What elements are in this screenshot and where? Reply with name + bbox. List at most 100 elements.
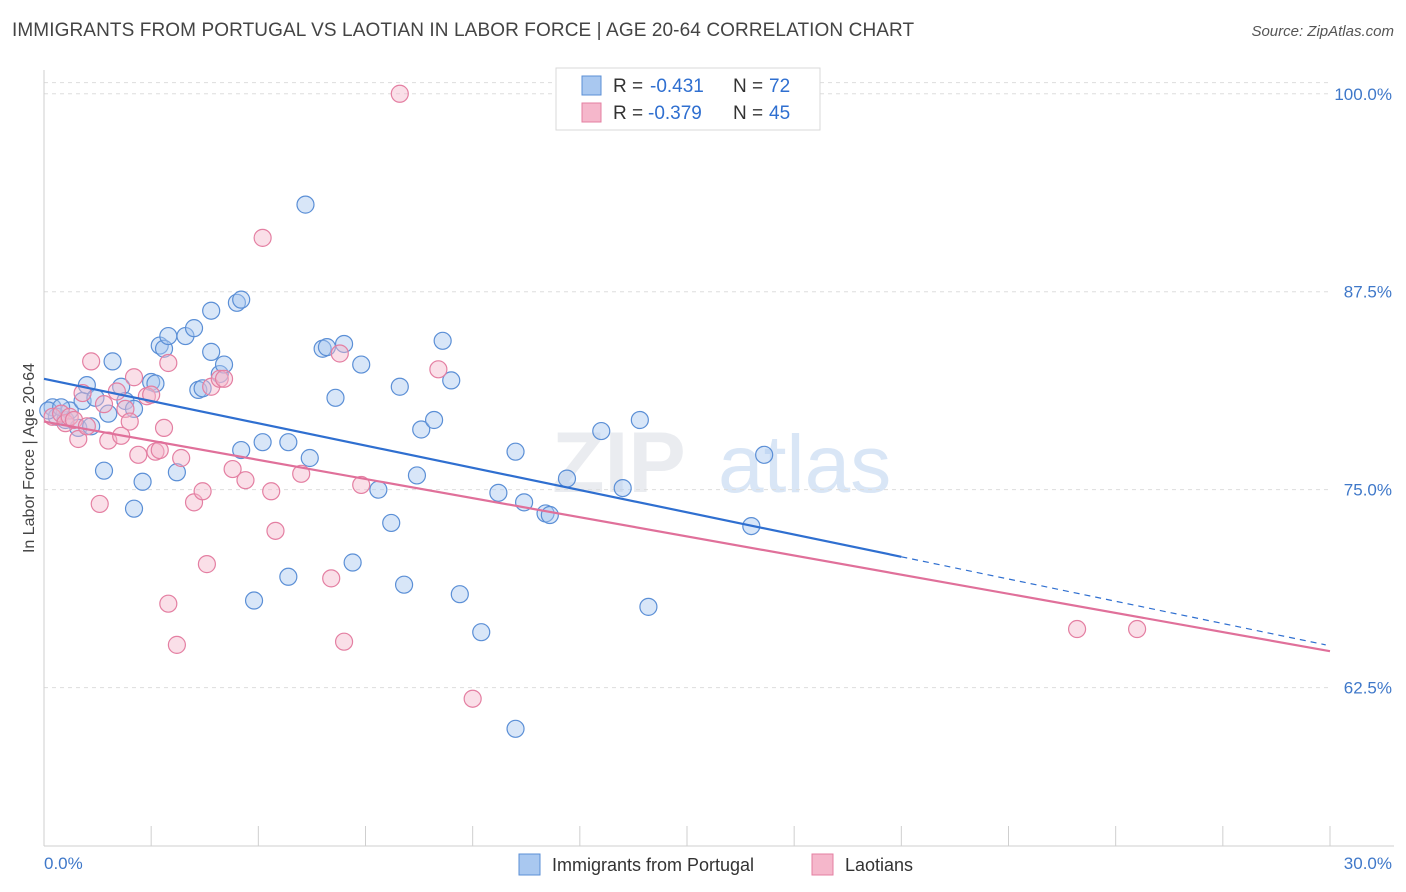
point-laotians (390, 84, 409, 103)
bottom-legend-swatch-blue (518, 853, 541, 876)
point-laotians (197, 555, 216, 574)
point-portugal (450, 585, 469, 604)
point-laotians (1067, 619, 1087, 639)
point-laotians (262, 482, 281, 501)
point-laotians (69, 429, 88, 449)
legend-r-value-2: -0.379 (648, 103, 702, 124)
point-portugal (133, 472, 152, 491)
point-portugal (296, 195, 315, 214)
point-laotians (82, 352, 101, 371)
series-portugal (39, 195, 774, 738)
point-portugal (506, 442, 525, 461)
point-portugal (390, 377, 409, 396)
y-tick-labels: 62.5% 75.0% 87.5% 100.0% (1334, 85, 1392, 698)
point-laotians (253, 228, 272, 247)
point-laotians (352, 475, 371, 495)
point-portugal (167, 463, 186, 482)
legend-r-value-1: -0.431 (650, 76, 704, 97)
watermark-zip: ZIP (552, 415, 686, 511)
point-portugal (279, 567, 298, 586)
y-tick-label: 75.0% (1344, 481, 1392, 500)
point-portugal (232, 440, 251, 460)
bottom-legend-label-laotians: Laotians (845, 855, 913, 875)
point-portugal (424, 410, 444, 430)
point-laotians (120, 412, 139, 431)
point-portugal (613, 478, 632, 498)
legend-n-label-2: N = (733, 103, 763, 124)
point-laotians (223, 459, 242, 479)
legend-swatch-pink (581, 102, 602, 123)
point-laotians (129, 445, 148, 464)
point-portugal (352, 355, 371, 374)
point-portugal (334, 334, 354, 354)
chart-title: IMMIGRANTS FROM PORTUGAL VS LAOTIAN IN L… (12, 20, 915, 41)
point-portugal (214, 355, 234, 374)
point-laotians (292, 464, 311, 483)
point-portugal (103, 352, 122, 371)
point-laotians (236, 471, 255, 490)
y-tick-label: 62.5% (1344, 679, 1392, 698)
point-laotians (266, 521, 285, 540)
trend-line-portugal-extension (901, 556, 1326, 646)
point-portugal (639, 597, 658, 616)
point-laotians (463, 689, 482, 708)
y-tick-label: 87.5% (1344, 283, 1392, 302)
x-tick-label-max: 30.0% (1344, 854, 1392, 873)
point-laotians (77, 417, 96, 436)
chart-source: Source: ZipAtlas.com (1251, 23, 1394, 40)
point-portugal (394, 575, 414, 594)
point-laotians (124, 368, 144, 387)
point-portugal (326, 388, 345, 407)
axes (43, 70, 1394, 847)
point-portugal (412, 420, 431, 439)
point-laotians (172, 448, 191, 468)
x-ticks (43, 826, 1331, 846)
point-portugal (300, 448, 319, 468)
point-portugal (755, 445, 774, 464)
point-portugal (557, 469, 577, 488)
point-portugal (442, 371, 461, 390)
point-portugal (94, 461, 114, 480)
point-portugal (253, 433, 272, 452)
trend-lines (43, 377, 1331, 653)
point-portugal (506, 719, 525, 738)
legend-r-label-2: R = (613, 103, 643, 124)
bottom-legend: Immigrants from Portugal Laotians (518, 853, 913, 876)
point-laotians (429, 360, 448, 379)
point-portugal (472, 623, 491, 642)
point-portugal (540, 505, 559, 525)
y-tick-label: 100.0% (1334, 85, 1392, 104)
bottom-legend-label-portugal: Immigrants from Portugal (552, 855, 754, 875)
point-portugal (343, 553, 362, 572)
point-portugal (244, 591, 264, 610)
point-portugal (489, 483, 508, 502)
point-portugal (99, 404, 118, 423)
point-portugal (279, 433, 298, 452)
x-tick-label-min: 0.0% (44, 854, 83, 873)
point-laotians (167, 635, 186, 654)
legend-n-label-1: N = (733, 76, 763, 97)
point-laotians (1127, 619, 1147, 639)
watermark-atlas: atlas (718, 419, 891, 510)
point-portugal (382, 513, 401, 533)
trend-line-laotians (43, 420, 1331, 653)
point-laotians (159, 594, 178, 613)
point-laotians (107, 382, 126, 401)
point-laotians (90, 494, 109, 514)
point-portugal (369, 480, 388, 499)
legend-n-value-1: 72 (769, 76, 790, 97)
point-portugal (232, 290, 251, 309)
point-portugal (184, 319, 204, 338)
point-laotians (322, 569, 341, 588)
legend-swatch-blue (581, 75, 602, 96)
point-portugal (124, 499, 144, 518)
point-portugal (433, 331, 452, 350)
point-portugal (407, 466, 427, 485)
series-laotians (43, 84, 1147, 708)
point-portugal (592, 421, 611, 441)
trend-line-portugal (43, 377, 902, 558)
point-laotians (210, 369, 229, 388)
point-portugal (146, 374, 165, 393)
point-portugal (202, 301, 221, 320)
